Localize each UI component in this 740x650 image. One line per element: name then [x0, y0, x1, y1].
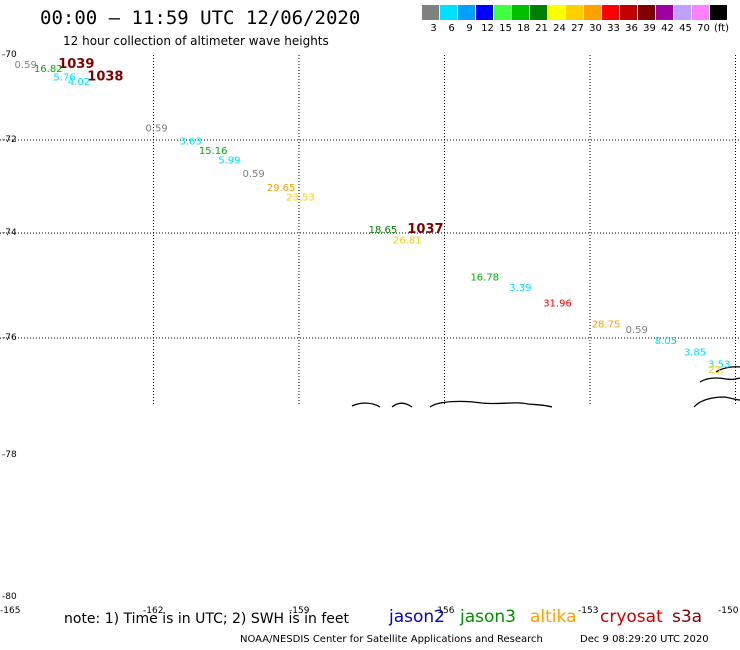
legend-swatch [620, 5, 637, 20]
legend-swatch [692, 5, 709, 20]
wave-height-label: 3.85 [684, 348, 706, 359]
longitude-tick-label: -159 [289, 606, 310, 616]
wave-height-label: 29.65 [267, 183, 296, 194]
pressure-label: 1037 [407, 222, 443, 237]
legend-swatch [548, 5, 565, 20]
wave-height-label: 0.59 [146, 124, 168, 135]
longitude-tick-label: -162 [143, 606, 164, 616]
legend-swatch [602, 5, 619, 20]
wave-height-label: 3.63 [179, 137, 201, 148]
legend-swatch [656, 5, 673, 20]
legend-swatch [674, 5, 691, 20]
legend-swatch [566, 5, 583, 20]
legend-swatch [440, 5, 457, 20]
graticule-grid [0, 55, 740, 406]
credit-line: NOAA/NESDIS Center for Satellite Applica… [240, 634, 543, 645]
wave-height-color-legend: 3 6 9 12 15 18 21 24 27 30 33 36 39 42 45 70 (ft) [422, 5, 730, 35]
longitude-tick-label: -165 [0, 606, 21, 616]
wave-height-label: 5.76 [53, 73, 75, 84]
latitude-tick-label: -80 [2, 592, 17, 602]
legend-swatch [458, 5, 475, 20]
legend-label: 12 [481, 23, 494, 34]
latitude-tick-label: -70 [2, 50, 17, 60]
legend-label: 27 [571, 23, 584, 34]
satellite-name-jason3: jason3 [460, 607, 516, 627]
legend-label: 15 [499, 23, 512, 34]
map-subtitle: 12 hour collection of altimeter wave hei… [63, 34, 329, 48]
legend-label: 30 [589, 23, 602, 34]
wave-height-label: 15.16 [199, 146, 228, 157]
map-title: 00:00 — 11:59 UTC 12/06/2020 [40, 7, 361, 29]
wave-height-label: 16.78 [470, 272, 499, 283]
units-note: note: 1) Time is in UTC; 2) SWH is in fe… [64, 611, 350, 627]
longitude-tick-label: -153 [578, 606, 599, 616]
legend-swatch [512, 5, 529, 20]
wave-height-label: 3.53 [708, 359, 730, 370]
wave-height-label: 23. [708, 365, 724, 376]
longitude-tick-label: -150 [718, 606, 739, 616]
satellite-name-altika: altika [530, 607, 577, 627]
wave-height-label: 23.53 [286, 192, 315, 203]
legend-label: 33 [607, 23, 620, 34]
legend-swatch [422, 5, 439, 20]
satellite-name-s3a: s3a [672, 607, 703, 627]
antarctic-coastline [351, 366, 740, 408]
pressure-label: 1038 [87, 70, 123, 85]
wave-height-label: 0.59 [626, 325, 648, 336]
legend-swatch [494, 5, 511, 20]
legend-swatch [638, 5, 655, 20]
legend-label: 45 [679, 23, 692, 34]
wave-height-label: 4.02 [68, 77, 90, 88]
legend-label: (ft) [713, 23, 730, 34]
legend-label: 21 [535, 23, 548, 34]
wave-height-label: 0.59 [15, 60, 37, 71]
legend-label: 18 [517, 23, 530, 34]
latitude-tick-label: -78 [2, 450, 17, 460]
latitude-tick-label: -74 [2, 228, 17, 238]
legend-swatch [710, 5, 727, 20]
latitude-tick-label: -72 [2, 135, 17, 145]
wave-height-label: 3.39 [509, 283, 531, 294]
legend-label: 3 [430, 23, 437, 34]
legend-label: 24 [553, 23, 566, 34]
wave-height-label: 5.99 [218, 155, 240, 166]
legend-label: 70 [697, 23, 710, 34]
legend-label: 39 [643, 23, 656, 34]
legend-label: 9 [466, 23, 473, 34]
wave-height-label: 26.81 [393, 236, 422, 247]
legend-swatch [476, 5, 493, 20]
satellite-name-jason2: jason2 [389, 607, 445, 627]
legend-swatch [530, 5, 547, 20]
legend-label: 36 [625, 23, 638, 34]
latitude-tick-label: -76 [2, 333, 17, 343]
longitude-tick-label: -156 [434, 606, 455, 616]
wave-height-label: 16.82 [34, 64, 63, 75]
pressure-label: 1039 [58, 57, 94, 72]
wave-height-label: 28.75 [592, 320, 621, 331]
wave-height-label: 8.05 [655, 336, 677, 347]
satellite-name-cryosat: cryosat [600, 607, 663, 627]
legend-swatch [584, 5, 601, 20]
wave-height-label: 0.59 [243, 169, 265, 180]
wave-height-label: 18.65 [369, 225, 398, 236]
wave-height-label: 31.96 [543, 299, 572, 310]
legend-label: 6 [448, 23, 455, 34]
legend-label: 42 [661, 23, 674, 34]
generated-timestamp: Dec 9 08:29:20 UTC 2020 [580, 634, 709, 645]
